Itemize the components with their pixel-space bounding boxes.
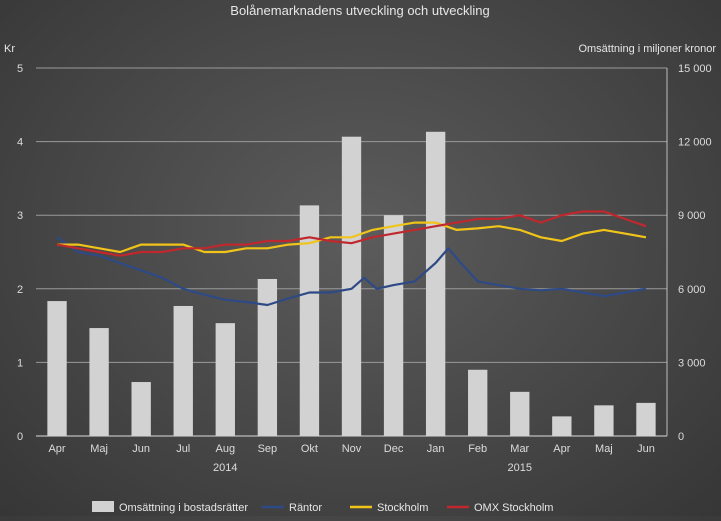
x-tick-label: Aug xyxy=(216,443,236,455)
left-tick-label: 1 xyxy=(17,357,23,369)
legend-label: Stockholm xyxy=(377,502,428,514)
x-tick-label: Okt xyxy=(301,443,318,455)
legend-label: Räntor xyxy=(289,502,322,514)
left-tick-label: 5 xyxy=(17,63,23,75)
legend-label: OMX Stockholm xyxy=(474,502,553,514)
x-tick-label: Jan xyxy=(427,443,445,455)
x-tick-label: Dec xyxy=(384,443,404,455)
x-tick-label: Maj xyxy=(595,443,613,455)
x-tick-label: Feb xyxy=(468,443,487,455)
bar xyxy=(383,215,404,436)
x-tick-label: Sep xyxy=(258,443,278,455)
right-tick-label: 15 000 xyxy=(678,63,712,75)
bar xyxy=(510,391,530,436)
bar xyxy=(47,301,67,436)
year-label: 2015 xyxy=(508,462,532,474)
bar xyxy=(341,136,362,436)
bar xyxy=(215,323,235,436)
x-tick-label: Apr xyxy=(553,443,570,455)
right-tick-label: 6 000 xyxy=(678,284,706,296)
x-tick-label: Mar xyxy=(510,443,529,455)
series-line xyxy=(56,236,647,307)
bar xyxy=(299,205,320,436)
line-series xyxy=(56,210,647,307)
axes: 0 1 2 3 4 5 0 3 000 6 000 9 000 12 000 15 000 Apr Maj… xyxy=(17,63,712,474)
bar-series xyxy=(47,131,656,436)
right-tick-label: 9 000 xyxy=(678,210,706,222)
legend-label: Omsättning i bostadsrätter xyxy=(119,502,248,514)
x-tick-label: Nov xyxy=(342,443,362,455)
legend: Omsättning i bostadsrätter Räntor Stockhol… xyxy=(92,501,553,514)
bar xyxy=(636,402,656,436)
bar xyxy=(131,382,151,436)
series-line xyxy=(57,221,647,254)
right-axis-label: Omsättning i miljoner kronor xyxy=(578,43,716,55)
year-label: 2014 xyxy=(213,462,237,474)
right-tick-label: 3 000 xyxy=(678,357,706,369)
x-tick-label: Jun xyxy=(637,443,655,455)
bar xyxy=(552,416,572,436)
left-tick-label: 2 xyxy=(17,284,23,296)
left-axis-unit: Kr xyxy=(4,43,15,55)
x-tick-label: Apr xyxy=(48,443,65,455)
left-tick-label: 3 xyxy=(17,210,23,222)
bar xyxy=(425,131,446,436)
legend-swatch xyxy=(92,501,114,512)
left-tick-label: 4 xyxy=(17,137,23,149)
bar xyxy=(257,278,278,436)
x-tick-label: Jul xyxy=(176,443,190,455)
bar xyxy=(594,405,614,436)
x-tick-label: Jun xyxy=(132,443,150,455)
bar xyxy=(173,305,193,436)
chart-title: Bolånemarknadens utveckling och utveckli… xyxy=(230,3,489,18)
left-tick-label: 0 xyxy=(17,431,23,443)
bar xyxy=(468,369,488,436)
x-tick-label: Maj xyxy=(90,443,108,455)
right-tick-label: 0 xyxy=(678,431,684,443)
series-line xyxy=(56,210,647,257)
right-tick-label: 12 000 xyxy=(678,137,712,149)
bar xyxy=(89,328,109,436)
